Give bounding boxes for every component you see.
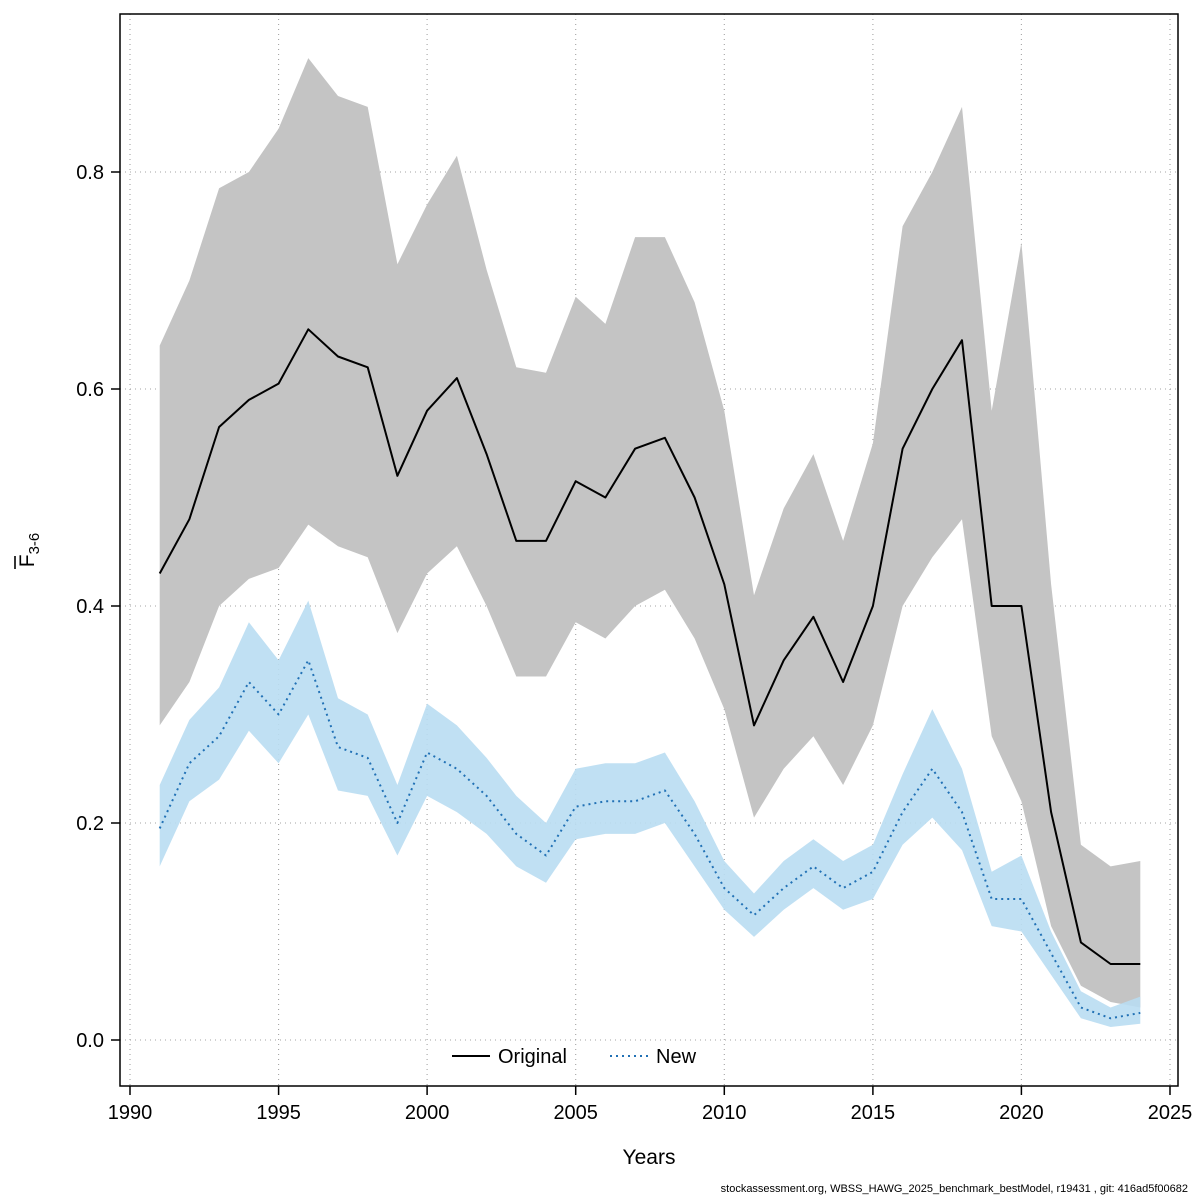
legend-label-original: Original — [498, 1046, 567, 1068]
svg-text:F3-6: F3-6 — [16, 533, 43, 568]
plot-border — [119, 13, 1179, 1087]
x-tick-label: 2020 — [999, 1102, 1044, 1124]
legend: Original New — [452, 1046, 697, 1068]
legend-label-new: New — [656, 1046, 697, 1068]
confidence-band-new — [159, 600, 1141, 1027]
y-tick-label: 0.2 — [76, 813, 104, 835]
x-tick-label: 2005 — [553, 1102, 598, 1124]
x-tick-label: 2010 — [702, 1102, 747, 1124]
series-line-original — [158, 328, 1141, 965]
x-axis-label: Years — [622, 1146, 676, 1169]
y-tick-label: 0.6 — [76, 379, 104, 401]
y-tick-label: 0.4 — [76, 596, 104, 618]
x-tick-label: 2000 — [405, 1102, 450, 1124]
y-tick-label: 0.0 — [76, 1030, 104, 1052]
x-tick-label: 2015 — [851, 1102, 896, 1124]
y-axis-label: F3-6 — [14, 533, 43, 569]
plot-attribution: stockassessment.org, WBSS_HAWG_2025_benc… — [720, 1183, 1188, 1195]
series-line-new — [158, 659, 1141, 1020]
x-tick-label: 1990 — [108, 1102, 153, 1124]
x-tick-label: 1995 — [256, 1102, 301, 1124]
y-tick-label: 0.8 — [76, 162, 104, 184]
x-tick-label: 2025 — [1148, 1102, 1193, 1124]
confidence-band-original — [159, 58, 1141, 1008]
